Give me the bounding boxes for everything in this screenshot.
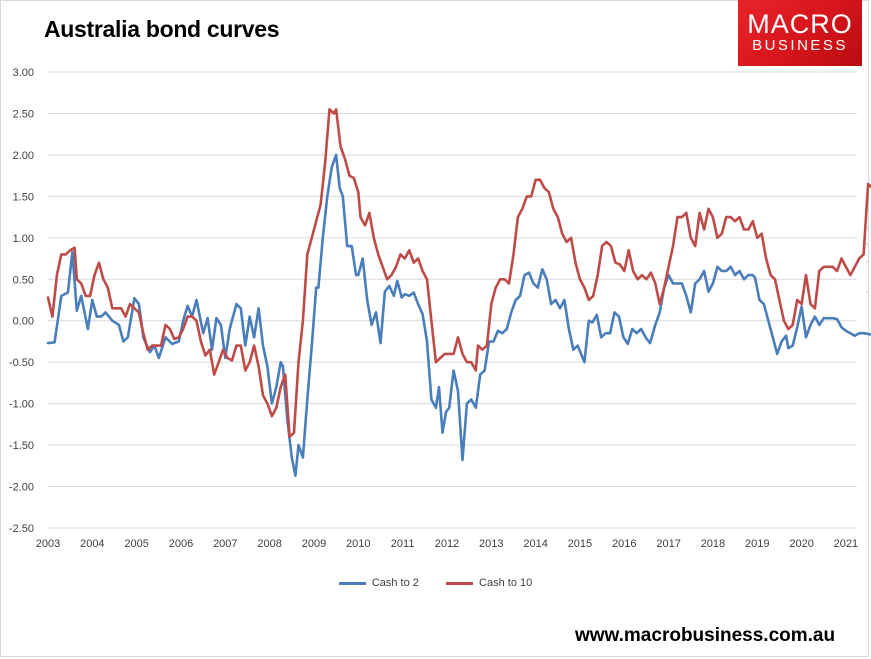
y-tick-label: -1.00 [9, 399, 34, 411]
series-line-cash-to-2 [46, 153, 871, 478]
x-tick-label: 2021 [834, 538, 858, 550]
y-tick-label: 3.00 [13, 67, 34, 79]
y-tick-label: -2.00 [9, 482, 34, 494]
chart-title: Australia bond curves [44, 16, 280, 42]
y-tick-label: 1.00 [13, 233, 34, 245]
website-url: www.macrobusiness.com.au [575, 625, 836, 646]
y-tick-label: 0.00 [13, 316, 34, 328]
x-tick-label: 2004 [80, 538, 104, 550]
legend-swatch-cash-to-2 [338, 581, 366, 585]
x-tick-label: 2018 [701, 538, 725, 550]
legend-item-cash-to-10: Cash to 10 [445, 577, 533, 590]
legend-label-cash-to-2: Cash to 2 [371, 577, 419, 590]
x-tick-label: 2014 [523, 538, 547, 550]
series-lines [46, 108, 871, 478]
right-edge-marks [866, 227, 869, 293]
y-tick-label: -1.50 [9, 440, 34, 452]
series-line-cash-to-10 [46, 108, 871, 439]
x-tick-label: 2015 [568, 538, 592, 550]
y-tick-label: 2.50 [13, 108, 34, 120]
x-tick-label: 2012 [435, 538, 459, 550]
x-tick-label: 2008 [257, 538, 281, 550]
chart-legend: Cash to 2 Cash to 10 [0, 577, 871, 589]
logo-line-1: MACRO [747, 9, 853, 39]
x-tick-label: 2009 [302, 538, 326, 550]
legend-label-cash-to-10: Cash to 10 [479, 577, 533, 590]
y-tick-label: 0.50 [13, 274, 34, 286]
x-tick-label: 2013 [479, 538, 503, 550]
x-tick-label: 2017 [656, 538, 680, 550]
gridlines [48, 71, 857, 529]
x-tick-label: 2019 [745, 538, 769, 550]
legend-item-cash-to-2: Cash to 2 [338, 577, 419, 590]
x-tick-label: 2006 [169, 538, 193, 550]
x-tick-label: 2005 [124, 538, 148, 550]
x-tick-label: 2010 [346, 538, 370, 550]
y-tick-label: -2.50 [9, 523, 34, 535]
x-tick-label: 2020 [789, 538, 813, 550]
y-tick-label: 2.00 [13, 150, 34, 162]
x-tick-label: 2003 [36, 538, 60, 550]
x-tick-label: 2011 [391, 538, 415, 550]
x-tick-label: 2007 [213, 538, 237, 550]
legend-swatch-cash-to-10 [445, 581, 473, 585]
y-tick-label: 1.50 [13, 191, 34, 203]
logo-line-2: BUSINESS [752, 37, 848, 54]
x-tick-label: 2016 [612, 538, 636, 550]
x-axis-ticks: 2003 2004 2005 2006 2007 2008 2009 2010 2011 2012… [36, 538, 858, 550]
macrobusiness-logo: MACRO BUSINESS [738, 0, 862, 66]
y-tick-label: -0.50 [9, 357, 34, 369]
y-axis-ticks: 3.00 2.50 2.00 1.50 1.00 0.50 0.00 -0.50 -1.00 -1… [9, 67, 34, 535]
